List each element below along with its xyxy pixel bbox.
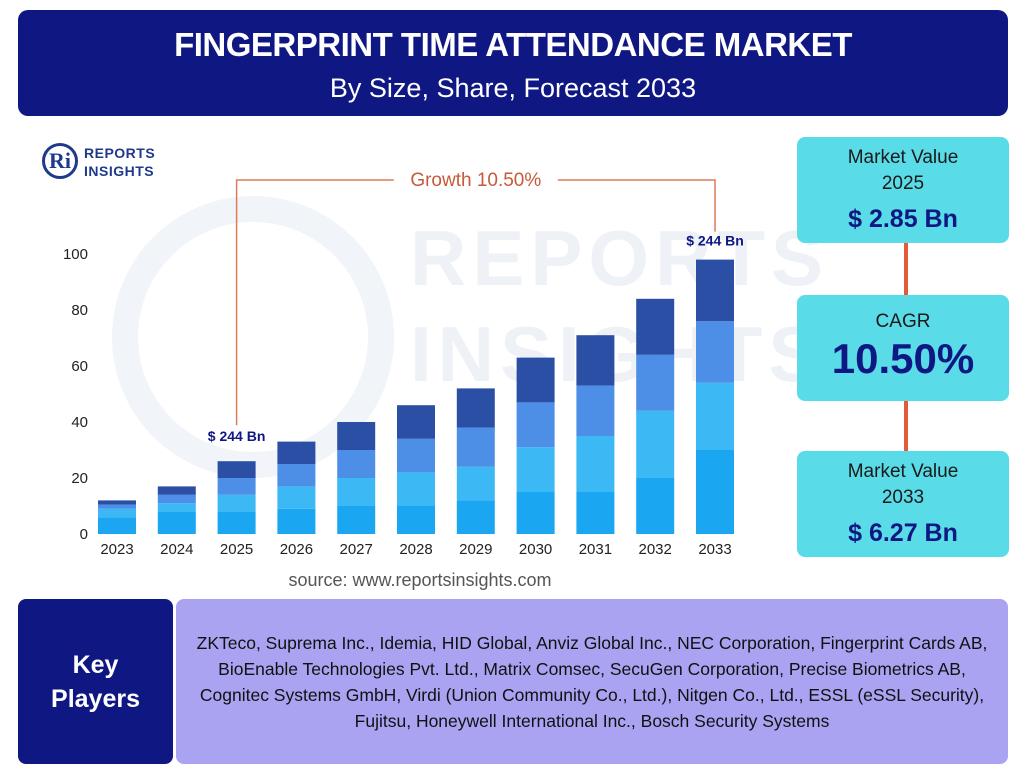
kpi-value: 10.50% [831,335,975,382]
bar-segment [576,492,615,534]
bar-segment [217,511,256,534]
stacked-bar-chart: 0 20 40 60 80 100 2023 2024 2025 2026 2027 2028 2029… [63,170,744,558]
bar-segment [516,402,555,448]
bar-segment [456,388,495,428]
kpi-value: $ 6.27 Bn [848,519,958,547]
key-players-label-line-2: Players [51,684,140,713]
value-label-start: $ 244 Bn [208,428,266,444]
bar-segment [157,511,196,534]
key-players-label: Key Players [18,599,173,764]
page-title: FINGERPRINT TIME ATTENDANCE MARKET [174,26,852,63]
value-label-end: $ 244 Bn [686,233,744,249]
growth-bracket-right [557,179,716,232]
watermark-line-2: INSIGHTS [410,310,827,398]
y-tick-label: 20 [71,470,88,487]
logo-line-2: INSIGHTS [84,163,155,179]
bar-segment [397,472,435,506]
bar-segment [277,441,316,464]
bar-segment [337,450,376,478]
brand-logo: Ri REPORTS INSIGHTS [42,143,182,183]
bar-segment [397,438,435,473]
bar-segment [277,486,316,509]
bar-segment [98,508,136,518]
bar-segment [516,492,555,534]
x-tick-label: 2032 [639,541,672,558]
bar-segment [636,478,675,534]
x-tick-label: 2029 [459,541,492,558]
key-players-list: ZKTeco, Suprema Inc., Idemia, HID Global… [176,599,1008,764]
bar-segment [217,494,256,512]
x-tick-label: 2026 [280,541,313,558]
x-tick-label: 2030 [519,541,552,558]
bar-segment [516,447,555,492]
y-tick-label: 100 [63,246,88,263]
bar-segment [157,503,196,512]
bar-segment [576,436,615,492]
watermark-line-1: REPORTS [410,214,830,302]
bar-segment [397,506,435,534]
bar-segment [98,500,136,505]
bar-segment [217,461,256,478]
kpi-label: CAGR [875,311,931,332]
bar-segment [337,478,376,506]
kpi-connector [904,401,908,451]
bar-segment [696,259,734,322]
bar-segment [576,335,615,386]
bar-segment [337,422,376,450]
bar-segment [576,385,615,436]
bar-segment [456,466,495,501]
y-tick-label: 0 [80,526,88,543]
kpi-connector [904,243,908,295]
y-tick-label: 60 [71,358,88,375]
growth-bracket-left [235,179,394,426]
kpi-market-value-2025: Market Value 2025 $ 2.85 Bn [797,137,1009,243]
kpi-cagr: CAGR 10.50% [797,295,1009,401]
kpi-value: $ 2.85 Bn [848,205,958,233]
bar-segment [337,506,376,534]
bar-segment [636,298,675,355]
logo-icon: Ri [42,143,78,179]
bar-segment [456,500,495,534]
bar-segment [696,450,734,534]
bar-segment [98,517,136,534]
kpi-market-value-2033: Market Value 2033 $ 6.27 Bn [797,451,1009,557]
x-tick-label: 2023 [100,541,133,558]
bar-segment [636,354,675,411]
kpi-label: Market Value 2033 [847,461,959,508]
watermark-text: REPORTS INSIGHTS [410,210,829,402]
x-tick-label: 2033 [698,541,731,558]
bar-segment [217,478,256,495]
bar-segment [696,321,734,383]
bar-segment [157,486,196,495]
bar-segment [636,410,675,478]
x-tick-label: 2024 [160,541,193,558]
key-players-label-line-1: Key [72,650,119,679]
bar-segment [696,382,734,450]
y-tick-label: 80 [71,302,88,319]
page-subtitle: By Size, Share, Forecast 2033 [329,73,697,103]
key-players-text: ZKTeco, Suprema Inc., Idemia, HID Global… [196,632,988,731]
bar-segment [277,508,316,534]
x-tick-label: 2031 [579,541,612,558]
logo-line-1: REPORTS [84,145,156,161]
source-note: source: www.reportsinsights.com [288,570,552,590]
kpi-label: Market Value 2025 [847,147,959,194]
bar-segment [516,357,555,403]
growth-annotation: Growth 10.50% [410,170,541,191]
bar-segment [157,494,196,504]
header-banner: FINGERPRINT TIME ATTENDANCE MARKET By Si… [18,10,1008,116]
y-tick-label: 40 [71,414,88,431]
x-tick-label: 2025 [220,541,253,558]
x-tick-label: 2027 [340,541,373,558]
bar-segment [456,427,495,467]
bar-segment [277,464,316,487]
bar-segment [98,504,136,509]
bar-segment [397,405,435,439]
x-tick-label: 2028 [399,541,432,558]
